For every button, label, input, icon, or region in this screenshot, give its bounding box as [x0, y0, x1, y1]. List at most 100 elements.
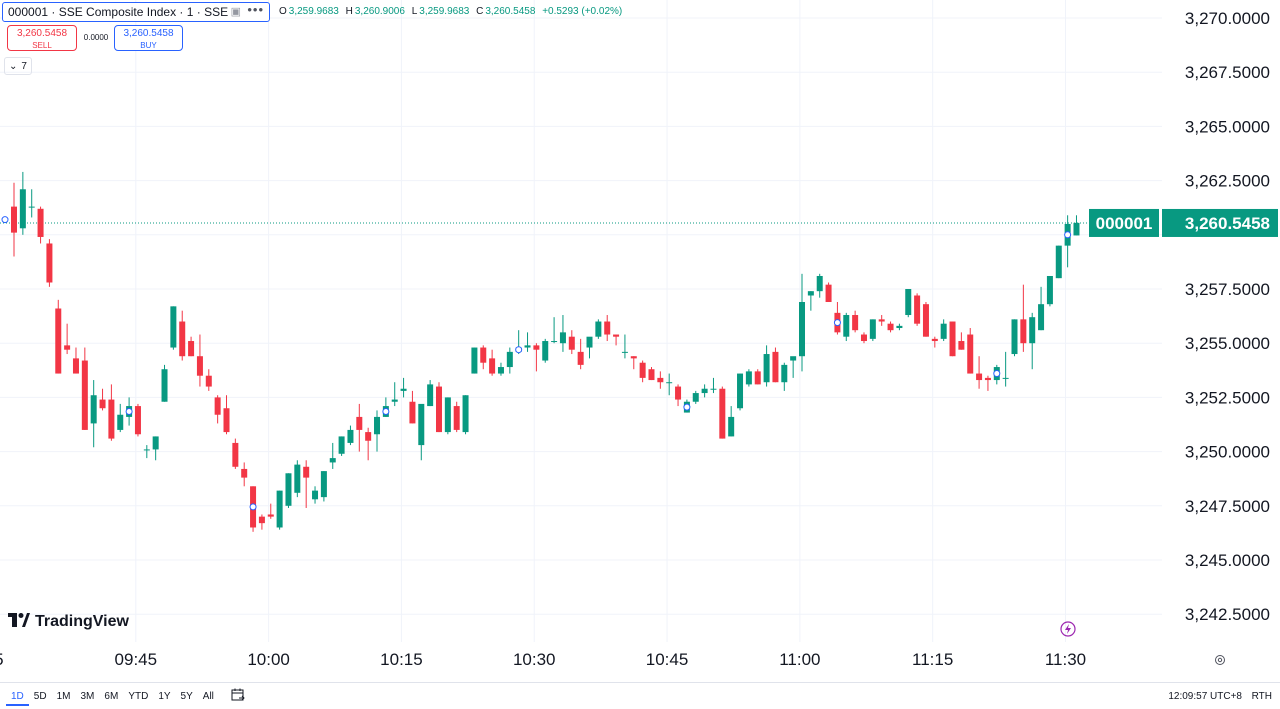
ohlc-open-key: O	[279, 6, 287, 17]
candle	[214, 395, 221, 424]
event-marker[interactable]	[515, 346, 523, 354]
event-marker[interactable]	[382, 407, 390, 415]
compare-icon[interactable]: ▣	[230, 6, 241, 18]
candle	[356, 403, 363, 452]
brand-name: TradingView	[35, 613, 129, 630]
candle-body	[1002, 377, 1009, 379]
candle-body	[374, 416, 381, 435]
range-1m[interactable]: 1M	[56, 691, 71, 702]
range-1d[interactable]: 1D	[6, 691, 29, 706]
event-marker[interactable]	[993, 370, 1001, 378]
candle-body	[586, 336, 593, 348]
candle	[267, 503, 274, 519]
range-5d[interactable]: 5D	[33, 691, 47, 702]
event-marker[interactable]	[1, 216, 9, 224]
candle	[391, 382, 398, 407]
candle-body	[338, 436, 345, 454]
calendar-icon[interactable]	[230, 687, 246, 703]
candle-body	[896, 325, 903, 329]
candle	[409, 390, 416, 424]
candle	[1029, 312, 1036, 370]
candle-body	[453, 406, 460, 430]
candle-body	[223, 408, 230, 433]
indicators-toggle[interactable]: ⌄ 7	[4, 57, 32, 75]
event-marker[interactable]	[249, 503, 257, 511]
candle	[134, 403, 141, 437]
candlestick-series	[11, 171, 1080, 532]
candle	[790, 356, 797, 378]
last-price-label: 000001 3,260.5458	[1089, 208, 1278, 237]
range-ytd[interactable]: YTD	[128, 691, 149, 702]
candle	[843, 312, 850, 342]
spread-value: 0.0000	[83, 33, 109, 42]
event-marker[interactable]	[683, 403, 691, 411]
more-icon[interactable]: •••	[247, 2, 264, 17]
candle	[152, 436, 159, 461]
symbol-price-tag	[1089, 208, 1159, 237]
candle	[896, 323, 903, 331]
session-toggle[interactable]: RTH	[1251, 691, 1272, 702]
candle	[11, 182, 17, 257]
candle	[72, 347, 79, 374]
buy-price: 3,260.5458	[123, 28, 174, 39]
candle	[728, 406, 735, 437]
candle-body	[506, 351, 513, 368]
last-price-tag	[1162, 208, 1278, 237]
ohlc-change-value: +0.5293 (+0.02%)	[542, 6, 623, 17]
range-1y[interactable]: 1Y	[158, 691, 171, 702]
price-axis[interactable]: 3,270.0000 3,267.5000 3,265.0000 3,262.5000…	[1185, 9, 1270, 624]
candle	[28, 189, 35, 218]
range-3m[interactable]: 3M	[80, 691, 95, 702]
candle-body	[719, 388, 726, 439]
candle-body	[763, 354, 770, 383]
bottom-toolbar: 1D 5D 1M 3M 6M YTD 1Y 5Y All 12:09:57 UTC+8 RTH	[0, 682, 1280, 709]
candle	[1020, 284, 1027, 352]
candle	[737, 373, 744, 411]
flash-icon[interactable]	[1060, 621, 1076, 637]
candle	[374, 410, 381, 452]
candle-body	[568, 336, 575, 350]
candle	[418, 403, 425, 461]
candle-body	[179, 321, 186, 357]
candle	[90, 380, 97, 448]
tradingview-logo[interactable]: TradingView	[8, 612, 129, 632]
candle	[984, 375, 991, 391]
ohlc-close-value: 3,260.5458	[485, 6, 536, 17]
candle	[586, 336, 593, 359]
gear-icon[interactable]	[1214, 654, 1226, 666]
candle-body	[692, 393, 699, 402]
symbol-title[interactable]: 000001 · SSE Composite Index · 1 · SSE	[8, 5, 229, 19]
candle	[81, 347, 88, 430]
event-marker[interactable]	[833, 319, 841, 327]
price-tick-label: 3,250.0000	[1185, 443, 1270, 462]
candle-body	[391, 399, 398, 402]
candle	[816, 273, 823, 298]
time-tick-label: 11:00	[779, 650, 820, 669]
candle-body	[294, 464, 301, 493]
candle-body	[807, 291, 814, 296]
buy-button[interactable]: 3,260.5458 BUY	[114, 25, 183, 51]
candle-body	[1073, 222, 1080, 236]
candle-body	[303, 466, 310, 478]
time-axis[interactable]: 15 09:45 10:00 10:15 10:30 10:45 11:00 11:15 11:…	[0, 650, 1086, 669]
time-tick-label: 11:30	[1045, 650, 1086, 669]
candle	[427, 380, 434, 407]
candle	[666, 373, 673, 396]
candle	[763, 345, 770, 387]
range-5y[interactable]: 5Y	[180, 691, 193, 702]
candle	[772, 347, 779, 383]
event-marker[interactable]	[125, 407, 133, 415]
candle	[471, 347, 478, 374]
range-6m[interactable]: 6M	[104, 691, 119, 702]
candle	[958, 332, 965, 350]
event-marker[interactable]	[1064, 231, 1072, 239]
sell-button[interactable]: 3,260.5458 SELL	[7, 25, 77, 51]
candle	[462, 395, 469, 435]
sell-price: 3,260.5458	[16, 28, 68, 39]
range-all[interactable]: All	[202, 691, 214, 702]
candle-body	[480, 347, 487, 363]
candle	[719, 386, 726, 439]
clock-time[interactable]: 12:09:57 UTC+8	[1168, 691, 1242, 702]
symbol-search[interactable]: 000001 · SSE Composite Index · 1 · SSE ▣…	[2, 2, 270, 22]
